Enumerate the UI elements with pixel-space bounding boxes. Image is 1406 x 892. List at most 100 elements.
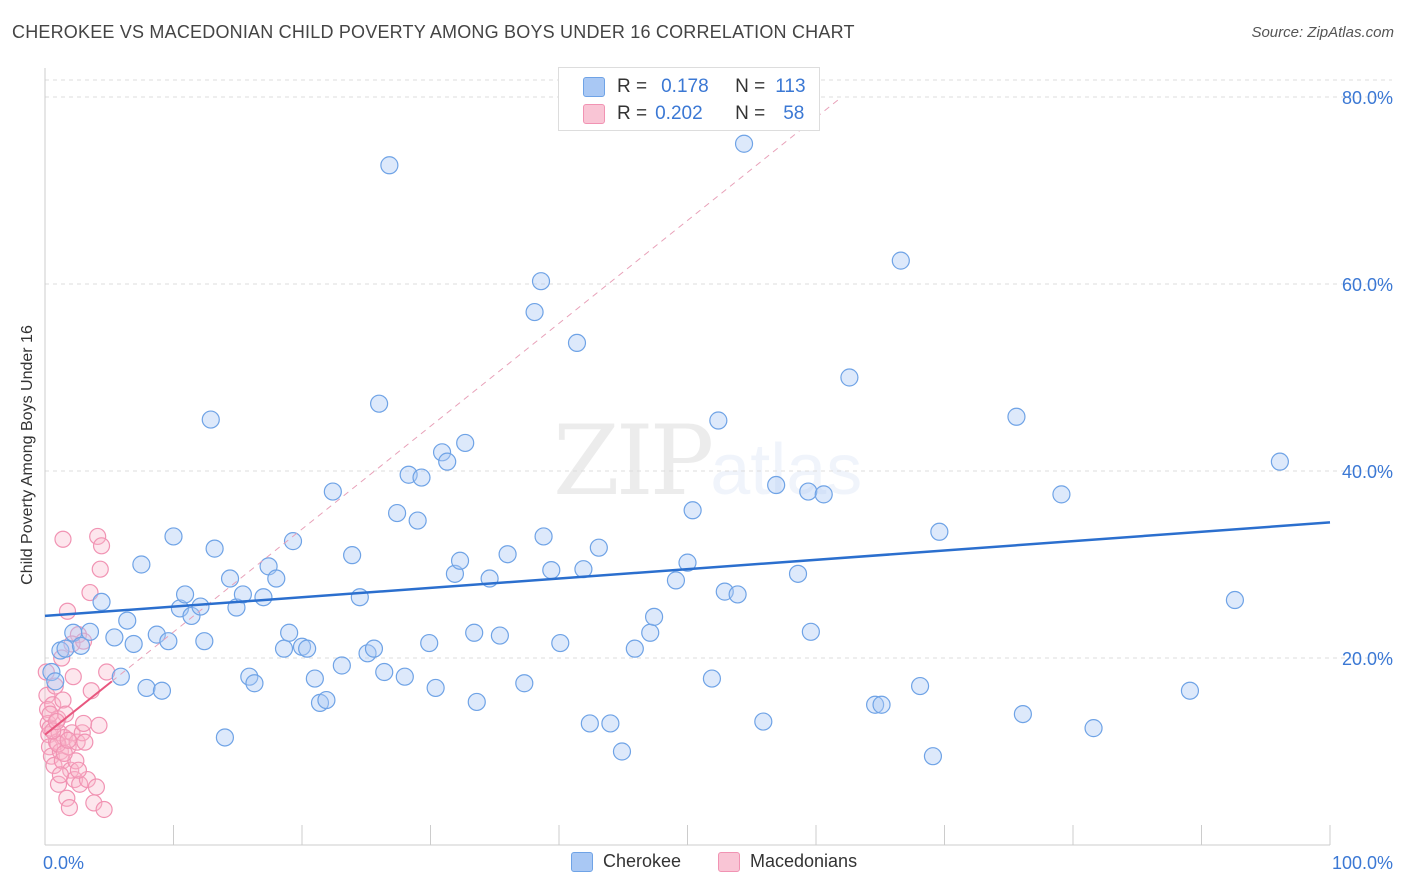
cherokee-point bbox=[814, 485, 833, 504]
cherokee-point bbox=[866, 695, 885, 714]
macedonians-point bbox=[44, 722, 62, 740]
cherokee-point bbox=[274, 639, 294, 658]
cherokee-point bbox=[408, 511, 427, 530]
cherokee-point bbox=[343, 546, 362, 565]
macedonians-trend-line bbox=[44, 680, 113, 736]
legend-n-value: 58 bbox=[783, 103, 805, 124]
macedonians-point bbox=[91, 560, 109, 578]
cherokee-point bbox=[601, 714, 620, 733]
bottom-swatch-macedonians bbox=[718, 851, 740, 872]
cherokee-point bbox=[420, 633, 439, 653]
cherokee-point bbox=[71, 636, 91, 655]
cherokee-point bbox=[456, 433, 475, 453]
cherokee-point bbox=[147, 625, 166, 644]
macedonians-point bbox=[98, 663, 116, 681]
cherokee-point bbox=[387, 503, 407, 523]
y-axis-label: Child Poverty Among Boys Under 16 bbox=[19, 325, 36, 585]
cherokee-point bbox=[245, 674, 264, 693]
y-tick-label: 40.0% bbox=[1342, 462, 1393, 482]
cherokee-point bbox=[891, 251, 910, 270]
cherokee-point bbox=[910, 676, 930, 696]
cherokee-point bbox=[542, 561, 561, 580]
cherokee-point bbox=[678, 553, 697, 572]
cherokee-point bbox=[1084, 719, 1103, 738]
cherokee-point bbox=[124, 634, 143, 654]
legend-r-label: R = bbox=[617, 76, 648, 97]
macedonians-point bbox=[53, 649, 71, 667]
cherokee-point bbox=[534, 527, 553, 546]
watermark-zip: ZIP bbox=[553, 405, 714, 517]
cherokee-point bbox=[1013, 704, 1032, 724]
cherokee-point bbox=[132, 555, 151, 574]
cherokee-point bbox=[426, 678, 445, 698]
macedonians-point bbox=[60, 798, 79, 817]
cherokee-point bbox=[644, 607, 664, 626]
legend-r-value: 0.202 bbox=[655, 103, 703, 124]
macedonians-point bbox=[45, 756, 63, 775]
cherokee-point bbox=[395, 667, 414, 686]
cherokee-point bbox=[580, 714, 599, 733]
macedonians-point bbox=[59, 731, 77, 749]
macedonians-point bbox=[69, 761, 88, 779]
cherokee-point bbox=[1052, 485, 1071, 504]
cherokee-point bbox=[589, 538, 608, 557]
cherokee-point bbox=[317, 690, 336, 710]
cherokee-point bbox=[80, 622, 100, 641]
cherokee-point bbox=[432, 443, 452, 462]
bottom-swatch-cherokee bbox=[571, 851, 593, 872]
cherokee-point bbox=[111, 667, 130, 686]
macedonians-point bbox=[55, 744, 73, 762]
y-tick-label: 60.0% bbox=[1342, 275, 1393, 295]
legend-row-macedonians: R = 0.202 N = 58 bbox=[583, 101, 804, 127]
cherokee-point bbox=[1270, 452, 1289, 471]
cherokee-point bbox=[490, 626, 509, 645]
cherokee-point bbox=[799, 482, 818, 501]
cherokee-point bbox=[323, 482, 342, 501]
cherokee-point bbox=[702, 669, 722, 688]
cherokee-point bbox=[930, 522, 949, 541]
y-tick-label: 80.0% bbox=[1342, 88, 1393, 108]
zipatlas-watermark: ZIPatlas bbox=[553, 405, 862, 517]
cherokee-point bbox=[467, 692, 486, 712]
macedonians-point bbox=[46, 677, 64, 695]
cherokee-point bbox=[625, 639, 644, 658]
cherokee-point bbox=[683, 501, 702, 520]
cherokee-point bbox=[375, 662, 394, 682]
macedonians-point bbox=[82, 682, 100, 700]
grid-lines bbox=[45, 79, 1392, 659]
legend-r-value: 0.178 bbox=[661, 76, 709, 97]
cherokee-point bbox=[370, 394, 389, 413]
macedonians-point bbox=[81, 583, 99, 602]
cherokee-point bbox=[728, 585, 747, 604]
cherokee-point bbox=[438, 452, 457, 471]
cherokee-point bbox=[767, 475, 786, 495]
cherokee-point bbox=[105, 628, 124, 647]
cherokee-points bbox=[42, 134, 1289, 766]
cherokee-point bbox=[1007, 407, 1026, 426]
cherokee-point bbox=[191, 597, 210, 616]
legend-n-label: N = bbox=[735, 76, 766, 97]
cherokee-trend-line bbox=[44, 521, 1331, 618]
cherokee-point bbox=[525, 302, 544, 322]
cherokee-point bbox=[364, 639, 384, 658]
macedonians-point bbox=[54, 691, 72, 709]
cherokee-point bbox=[412, 468, 431, 487]
macedonians-points bbox=[37, 527, 116, 819]
cherokee-point bbox=[267, 569, 286, 588]
cherokee-point bbox=[551, 633, 570, 653]
cherokee-point bbox=[754, 712, 773, 731]
bottom-legend-cherokee: Cherokee bbox=[571, 851, 681, 872]
cherokee-point bbox=[137, 678, 156, 698]
legend-n-value: 113 bbox=[775, 76, 806, 97]
watermark-atlas: atlas bbox=[710, 430, 863, 510]
cherokee-point bbox=[801, 622, 820, 641]
macedonians-point bbox=[51, 766, 70, 784]
cherokee-point bbox=[465, 623, 484, 642]
macedonians-point bbox=[58, 602, 77, 620]
x-tick-label: 100.0% bbox=[1332, 853, 1393, 873]
macedonians-point bbox=[89, 527, 107, 546]
trend-lines bbox=[44, 96, 1331, 736]
axes bbox=[44, 68, 1331, 846]
cherokee-point bbox=[666, 571, 686, 590]
